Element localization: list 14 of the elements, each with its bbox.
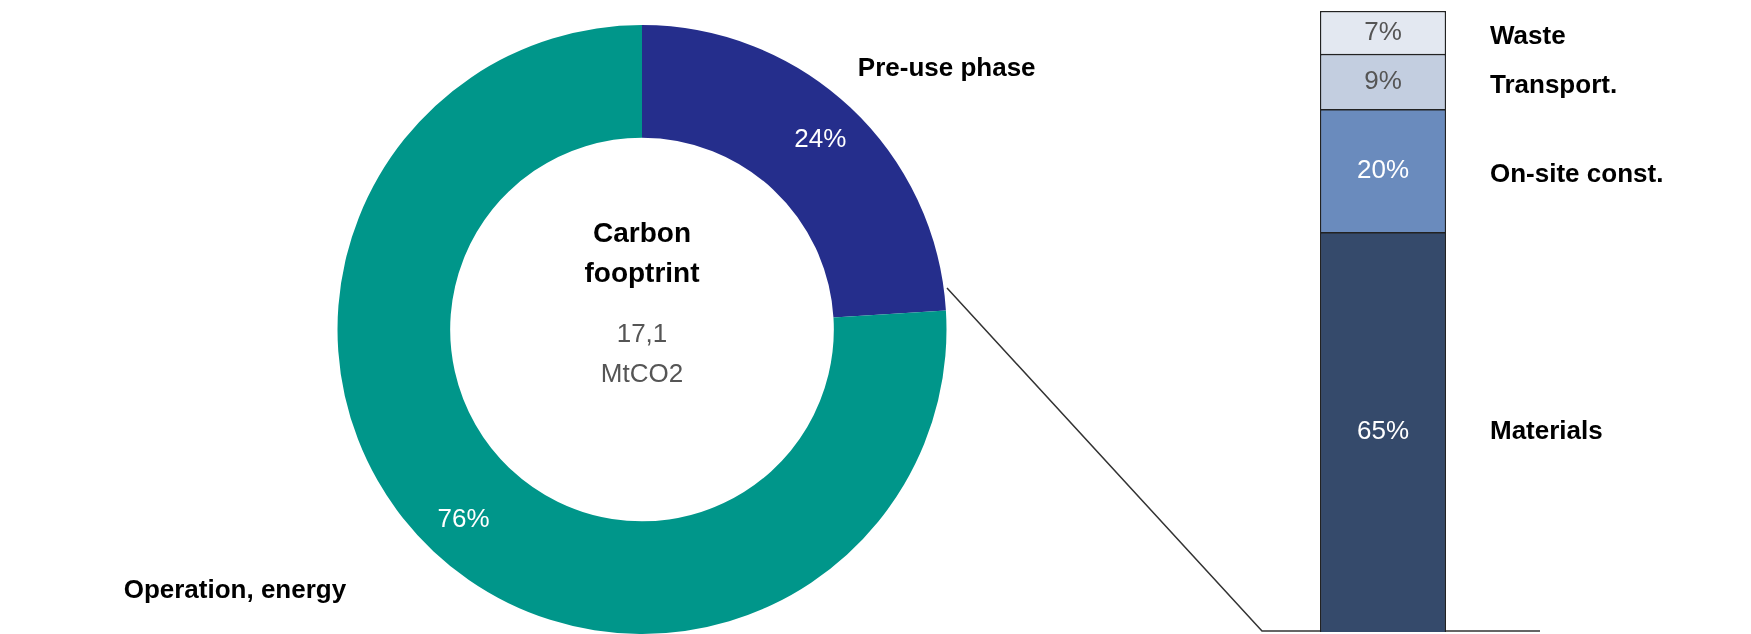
text: 17,1 MtCO2 [600,317,684,388]
series-label: On-site const. [1490,158,1664,189]
text: Carbon fooptrint [584,217,700,289]
series-label: Materials [1490,415,1603,446]
slice-label: Operation, energy [123,573,347,604]
series-label: Waste [1490,19,1566,50]
data-label: 7% [1364,15,1402,46]
series-label: Transport. [1490,68,1618,99]
data-label: 76% [437,502,490,533]
data-label: 20% [1356,154,1410,185]
slice-label: Pre-use phase [857,51,1036,82]
data-label: 24% [794,122,847,153]
data-label: 65% [1356,415,1410,446]
data-label: 9% [1364,64,1402,95]
